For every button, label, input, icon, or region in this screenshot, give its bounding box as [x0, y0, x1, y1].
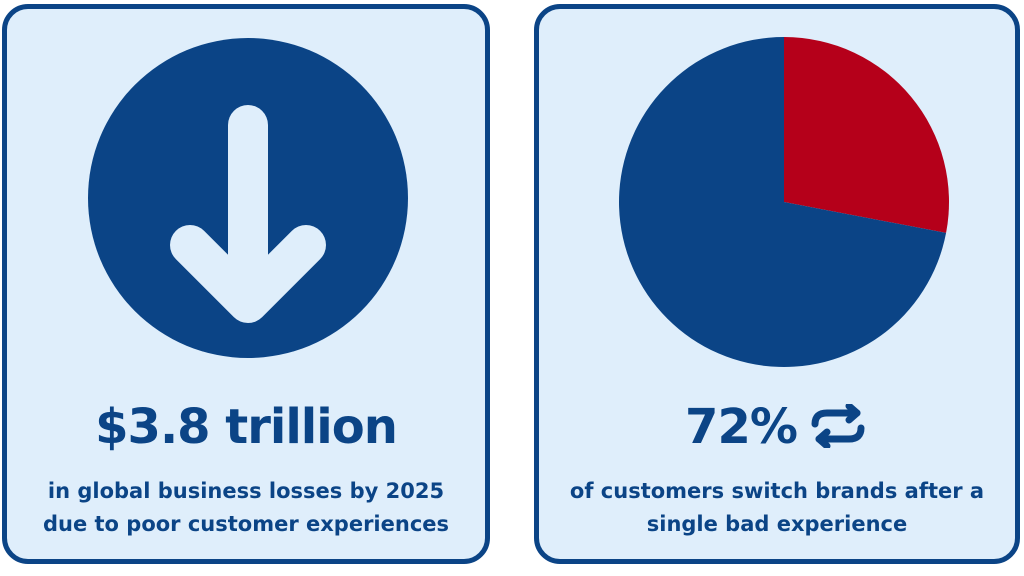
- pie-slice-28: [784, 37, 950, 233]
- pie-slice-72: [619, 37, 947, 367]
- switch-percentage: 72%: [685, 399, 798, 455]
- losses-stat-card: $3.8 trillion in global business losses …: [2, 4, 490, 564]
- switch-caption-line-1: of customers switch brands after a: [569, 479, 985, 503]
- losses-caption: in global business losses by 2025 due to…: [7, 475, 485, 541]
- brand-switch-pie-chart: [619, 37, 950, 367]
- losses-caption-line-2: due to poor customer experiences: [42, 512, 450, 536]
- losses-amount: $3.8 trillion: [95, 399, 398, 455]
- switch-stat-card: 72% of customers switch brands after a s…: [534, 4, 1020, 564]
- losses-caption-line-1: in global business losses by 2025: [47, 479, 445, 503]
- pie-slices: [619, 37, 950, 367]
- switch-stat-row: 72%: [539, 397, 1015, 457]
- switch-caption-line-2: single bad experience: [646, 512, 908, 536]
- switch-caption: of customers switch brands after a singl…: [539, 475, 1015, 541]
- swap-arrows-icon: [811, 404, 865, 448]
- down-arrow-circle: [88, 38, 408, 358]
- arrow-down-icon: [170, 105, 326, 323]
